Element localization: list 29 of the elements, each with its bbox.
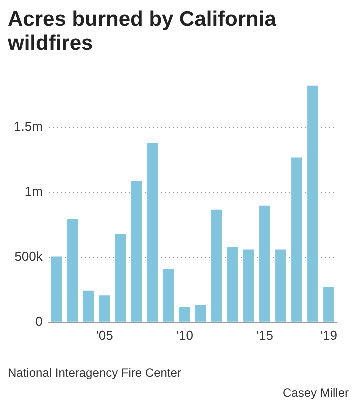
bar — [324, 286, 334, 322]
bar — [228, 246, 238, 322]
x-tick-label: '05 — [96, 328, 114, 343]
bar — [131, 182, 142, 322]
bar — [99, 296, 110, 322]
bar — [244, 250, 254, 322]
x-tick-label: '15 — [256, 328, 274, 343]
bar — [83, 290, 94, 322]
bar — [308, 86, 318, 322]
y-tick-label: 1.5m — [14, 119, 43, 134]
bar — [196, 306, 206, 322]
text: Casey Miller — [282, 386, 349, 400]
x-tick-label: '19 — [320, 328, 338, 343]
y-tick-label: 500k — [14, 249, 44, 264]
chart-title: Acres burned by California wildfires — [8, 8, 278, 56]
bar — [212, 210, 222, 322]
text: National Interagency Fire Center — [8, 366, 182, 380]
bar — [115, 234, 126, 322]
bar — [147, 143, 158, 322]
bar — [67, 220, 78, 322]
bar — [260, 206, 270, 322]
bar — [51, 256, 62, 322]
bar — [180, 307, 190, 322]
bar — [164, 269, 174, 322]
x-tick-label: '10 — [176, 328, 194, 343]
y-tick-label: 0 — [36, 314, 43, 329]
bar — [276, 250, 286, 322]
y-tick-label: 1m — [24, 184, 43, 200]
bar — [292, 158, 302, 322]
